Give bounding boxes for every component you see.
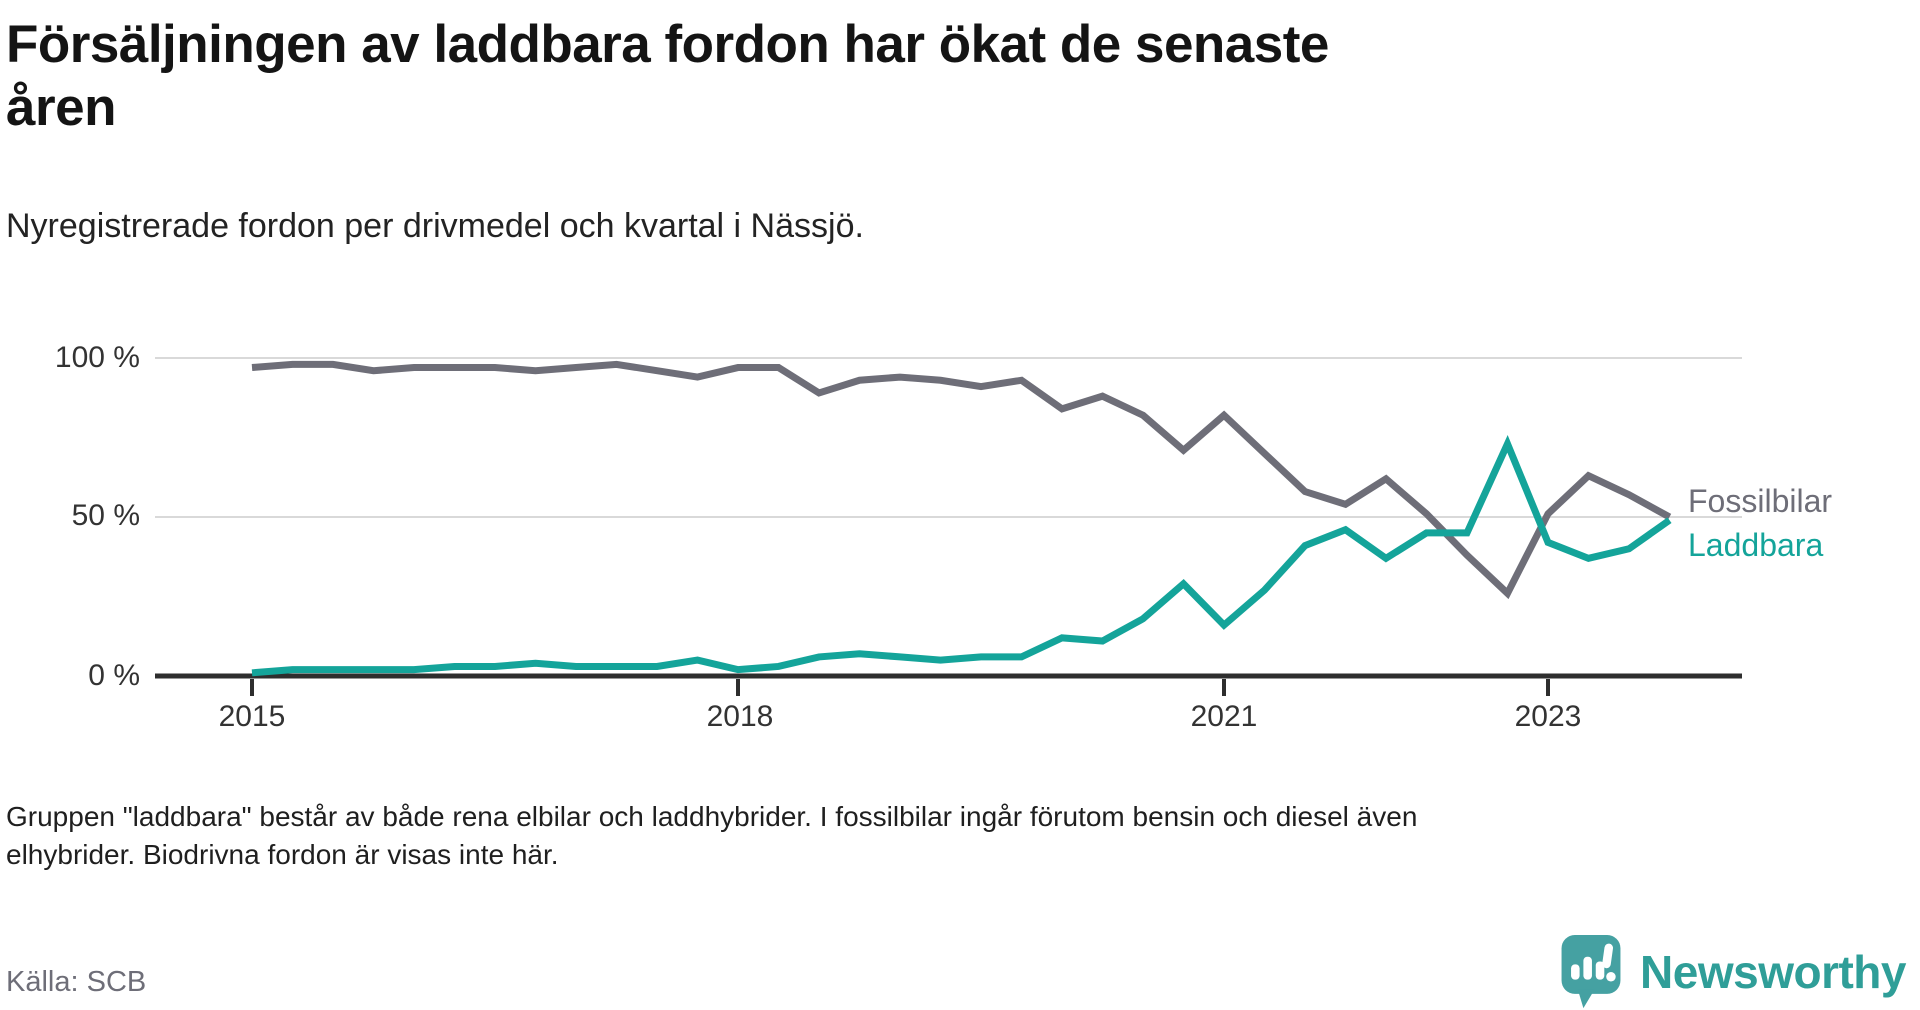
newsworthy-wordmark: Newsworthy <box>1640 946 1906 998</box>
x-tick-2018: 2018 <box>706 700 774 733</box>
x-tick-2021: 2021 <box>1190 700 1258 733</box>
page-title: Försäljningen av laddbara fordon har öka… <box>6 15 1329 137</box>
legend-laddbara: Laddbara <box>1688 527 1824 563</box>
source-label: Källa: SCB <box>6 966 147 998</box>
y-tick-0: 0 % <box>88 659 140 692</box>
y-tick-100: 100 % <box>54 341 140 374</box>
y-tick-50: 50 % <box>71 499 140 532</box>
page-subtitle: Nyregistrerade fordon per drivmedel och … <box>6 207 864 245</box>
x-tick-2015: 2015 <box>218 700 286 733</box>
footnote: Gruppen "laddbara" består av både rena e… <box>6 801 1418 870</box>
newsworthy-logo-icon <box>1561 934 1621 1009</box>
legend-fossilbilar: Fossilbilar <box>1688 483 1833 519</box>
newsworthy-brand: Newsworthy <box>1560 934 1906 1009</box>
x-tick-2023: 2023 <box>1514 700 1582 733</box>
